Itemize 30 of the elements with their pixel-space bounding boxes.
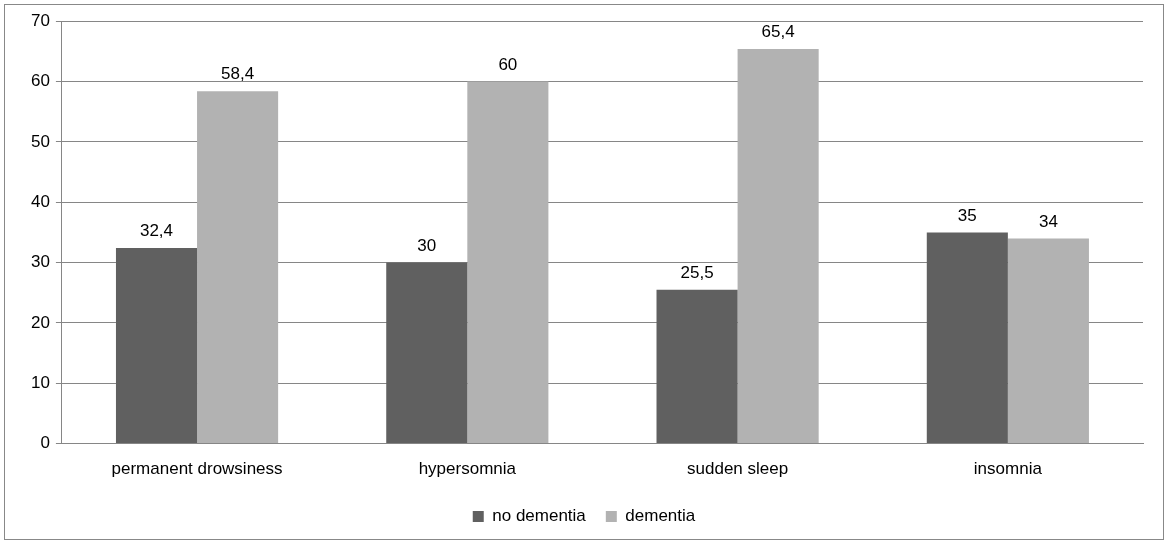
- data-label: 34: [1038, 211, 1058, 231]
- bar: [926, 232, 1008, 444]
- legend-label: dementia: [625, 506, 696, 526]
- y-tick-label: 50: [30, 131, 50, 151]
- x-tick-label: hypersomnia: [418, 459, 517, 479]
- x-tick-label: sudden sleep: [687, 459, 789, 479]
- bar: [656, 289, 738, 444]
- bar: [1007, 238, 1089, 444]
- y-tick-label: 70: [30, 10, 50, 30]
- bar: [115, 248, 198, 444]
- y-tick-label: 60: [30, 71, 50, 91]
- data-label: 65,4: [761, 22, 795, 42]
- x-tick-label: insomnia: [973, 459, 1043, 479]
- y-tick-label: 30: [30, 252, 50, 272]
- x-tick-label: permanent drowsiness: [111, 459, 283, 479]
- y-tick-label: 20: [30, 312, 50, 332]
- y-tick-label: 40: [30, 191, 50, 211]
- bar: [737, 48, 819, 444]
- data-label: 60: [498, 54, 518, 74]
- data-label: 32,4: [139, 221, 174, 241]
- bar: [467, 81, 549, 444]
- bar: [386, 262, 468, 444]
- y-tick-label: 0: [40, 433, 50, 453]
- data-label: 30: [417, 235, 437, 255]
- data-label: 25,5: [680, 262, 714, 282]
- legend-label: no dementia: [492, 506, 587, 526]
- y-tick-label: 10: [30, 372, 50, 392]
- bar: [197, 91, 279, 444]
- data-label: 58,4: [221, 64, 255, 84]
- data-label: 35: [957, 205, 977, 225]
